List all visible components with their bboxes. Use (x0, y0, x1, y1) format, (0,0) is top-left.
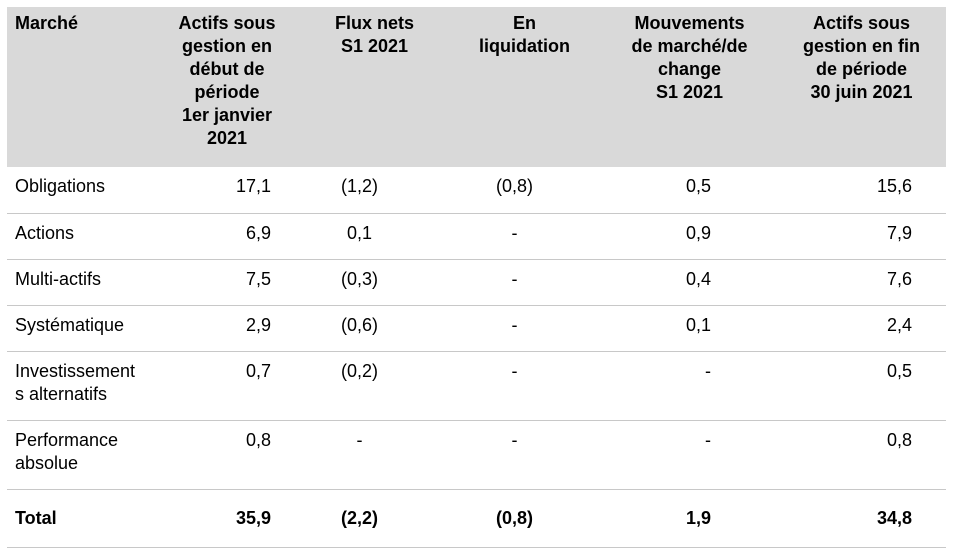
header-mouvements: Mouvements de marché/de change S1 2021 (602, 7, 777, 167)
table-header-row: Marché Actifs sous gestion en début de p… (7, 7, 946, 167)
header-line: début de (189, 59, 265, 79)
cell-flux-nets: - (302, 420, 447, 490)
row-label-line: absolue (15, 452, 79, 473)
header-flux-nets: Flux nets S1 2021 (302, 7, 447, 167)
total-flux-nets: (2,2) (302, 489, 447, 548)
row-label: Investissement s alternatifs (7, 351, 152, 421)
cell-actifs-fin: 2,4 (777, 305, 946, 352)
row-label: Systématique (7, 305, 152, 352)
cell-actifs-debut: 17,1 (152, 167, 302, 214)
total-actifs-fin: 34,8 (777, 489, 946, 548)
cell-actifs-debut: 0,8 (152, 420, 302, 490)
header-line: 1er janvier (181, 105, 273, 125)
cell-actifs-fin: 15,6 (777, 167, 946, 214)
header-line: gestion en (181, 36, 272, 56)
header-line: Marché (15, 13, 79, 33)
header-line: En (512, 13, 536, 33)
cell-liquidation: - (447, 420, 602, 490)
header-line: liquidation (479, 36, 570, 56)
table-row: Investissement s alternatifs 0,7 (0,2) -… (7, 351, 946, 421)
row-label-line: Systématique (15, 314, 125, 335)
header-line: 30 juin 2021 (810, 82, 913, 102)
row-label: Obligations (7, 167, 152, 214)
header-marche: Marché (7, 7, 152, 167)
row-label-line: Actions (15, 222, 75, 243)
row-label-line: Performance (15, 429, 119, 450)
header-line: 2021 (206, 128, 248, 148)
cell-actifs-debut: 2,9 (152, 305, 302, 352)
header-line: S1 2021 (655, 82, 724, 102)
table-total-row: Total 35,9 (2,2) (0,8) 1,9 34,8 (7, 489, 946, 548)
aum-table-container: Marché Actifs sous gestion en début de p… (7, 7, 946, 548)
header-line: S1 2021 (340, 36, 409, 56)
row-label-line: Investissement (15, 360, 136, 381)
header-line: gestion en fin (803, 36, 920, 56)
cell-mouvements: 0,5 (602, 167, 777, 214)
cell-liquidation: - (447, 259, 602, 306)
header-actifs-fin: Actifs sous gestion en fin de période 30… (777, 7, 946, 167)
cell-actifs-fin: 7,6 (777, 259, 946, 306)
total-mouvements: 1,9 (602, 489, 777, 548)
row-label-line: Multi-actifs (15, 268, 102, 289)
header-en-liquidation: En liquidation (447, 7, 602, 167)
header-line: de période (815, 59, 908, 79)
cell-mouvements: 0,9 (602, 213, 777, 260)
total-liquidation: (0,8) (447, 489, 602, 548)
header-actifs-debut: Actifs sous gestion en début de période … (152, 7, 302, 167)
cell-liquidation: - (447, 351, 602, 421)
cell-flux-nets: (0,3) (302, 259, 447, 306)
header-line: change (657, 59, 722, 79)
table-row: Multi-actifs 7,5 (0,3) - 0,4 7,6 (7, 259, 946, 306)
cell-actifs-fin: 0,8 (777, 420, 946, 490)
header-line: période (194, 82, 260, 102)
cell-flux-nets: (0,6) (302, 305, 447, 352)
aum-table: Marché Actifs sous gestion en début de p… (7, 7, 946, 548)
table-row: Systématique 2,9 (0,6) - 0,1 2,4 (7, 305, 946, 352)
row-label: Actions (7, 213, 152, 260)
table-row: Obligations 17,1 (1,2) (0,8) 0,5 15,6 (7, 167, 946, 214)
cell-actifs-fin: 0,5 (777, 351, 946, 421)
cell-actifs-debut: 6,9 (152, 213, 302, 260)
cell-actifs-debut: 7,5 (152, 259, 302, 306)
total-actifs-debut: 35,9 (152, 489, 302, 548)
cell-flux-nets: (0,2) (302, 351, 447, 421)
cell-liquidation: - (447, 305, 602, 352)
cell-mouvements: 0,1 (602, 305, 777, 352)
table-row: Performance absolue 0,8 - - - 0,8 (7, 420, 946, 490)
cell-actifs-fin: 7,9 (777, 213, 946, 260)
total-label: Total (7, 489, 152, 548)
header-line: Actifs sous (178, 13, 276, 33)
row-label-line: s alternatifs (15, 383, 108, 404)
row-label: Multi-actifs (7, 259, 152, 306)
header-line: Actifs sous (812, 13, 911, 33)
cell-actifs-debut: 0,7 (152, 351, 302, 421)
header-line: de marché/de (631, 36, 748, 56)
cell-mouvements: 0,4 (602, 259, 777, 306)
cell-liquidation: (0,8) (447, 167, 602, 214)
row-label: Performance absolue (7, 420, 152, 490)
table-row: Actions 6,9 0,1 - 0,9 7,9 (7, 213, 946, 260)
header-line: Mouvements (634, 13, 745, 33)
cell-liquidation: - (447, 213, 602, 260)
cell-mouvements: - (602, 351, 777, 421)
row-label-line: Obligations (15, 176, 106, 196)
cell-flux-nets: 0,1 (302, 213, 447, 260)
header-line: Flux nets (334, 13, 414, 33)
cell-flux-nets: (1,2) (302, 167, 447, 214)
cell-mouvements: - (602, 420, 777, 490)
